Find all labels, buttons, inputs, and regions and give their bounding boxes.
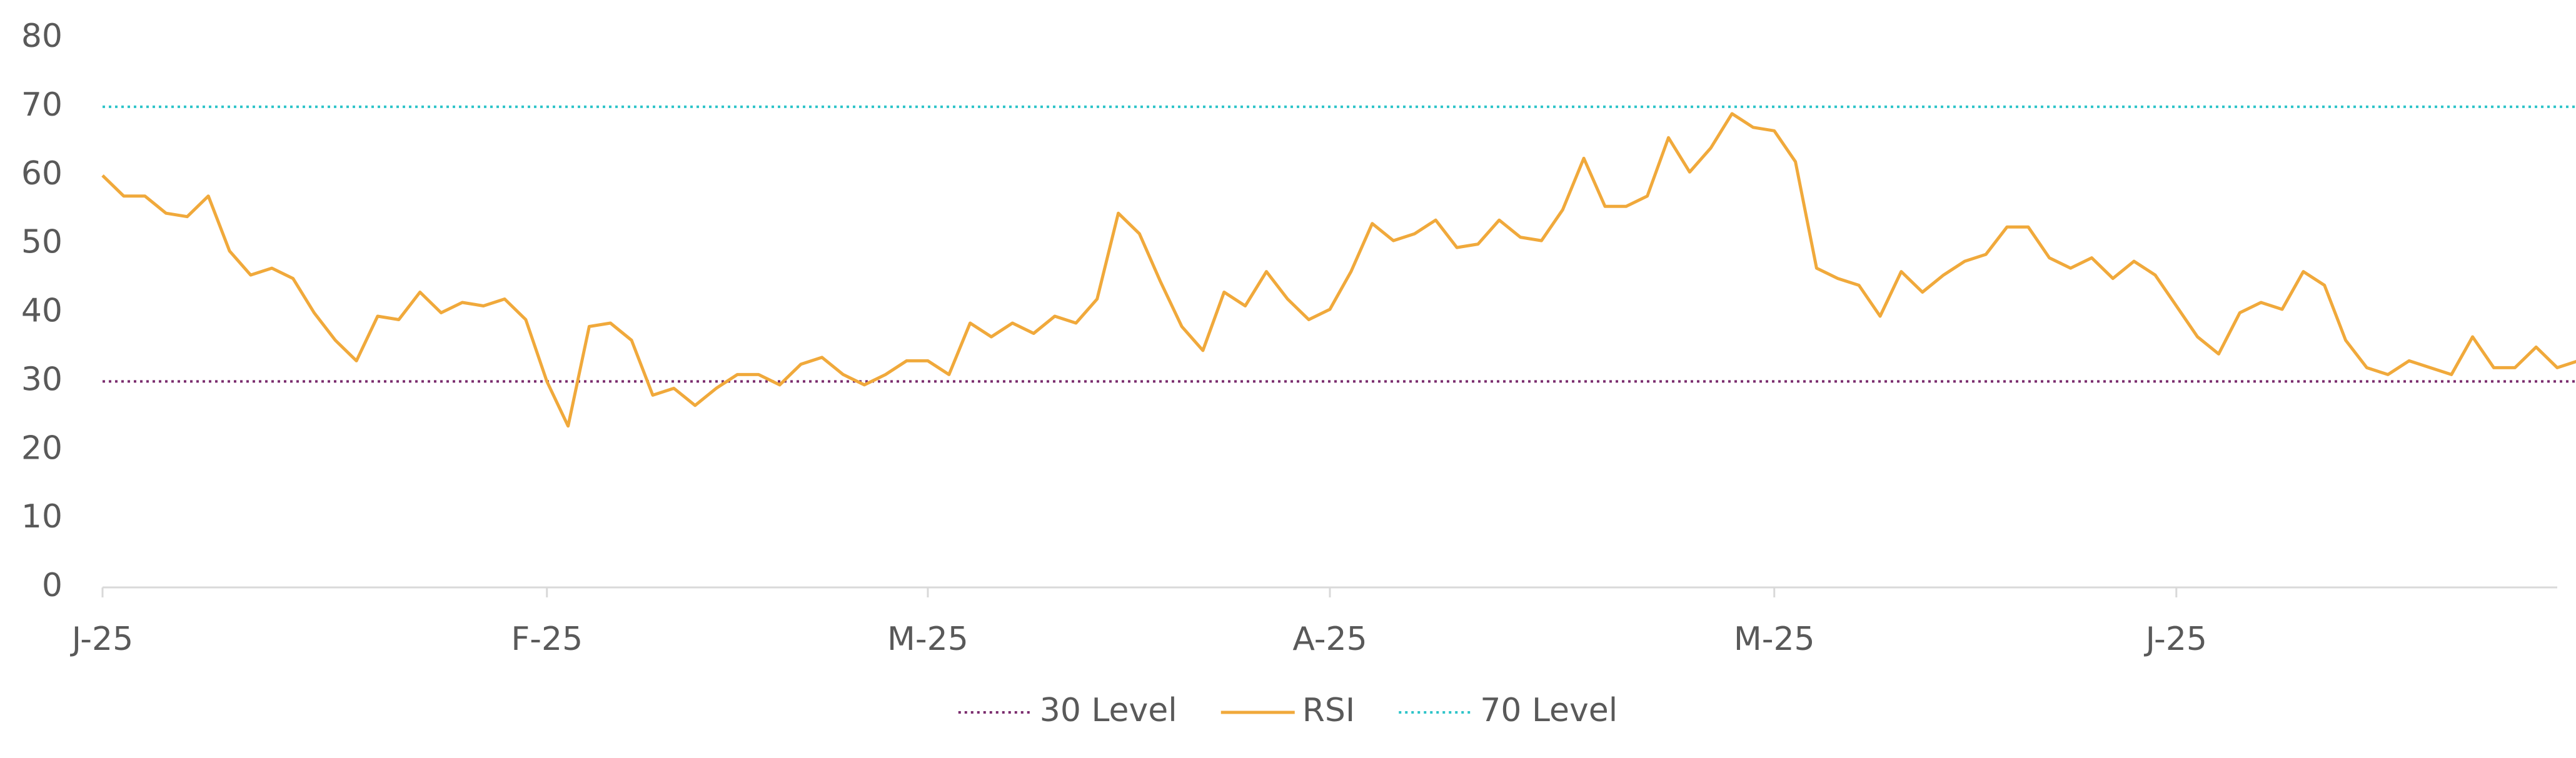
- legend-label: 70 Level: [1480, 692, 1618, 729]
- legend-label: RSI: [1302, 692, 1355, 729]
- y-tick-label: 20: [21, 429, 63, 467]
- x-tick-label: F-25: [511, 621, 583, 658]
- x-tick-label: M-25: [1734, 621, 1815, 658]
- y-tick-label: 10: [21, 498, 63, 536]
- y-tick-label: 70: [21, 86, 63, 124]
- y-tick-label: 40: [21, 292, 63, 330]
- legend: 30 Level RSI 70 Level: [958, 692, 1618, 729]
- series-line: [101, 112, 2576, 428]
- y-tick-label: 80: [21, 17, 63, 55]
- y-tick-label: 0: [42, 567, 63, 604]
- legend-label: 30 Level: [1040, 692, 1177, 729]
- x-tick-label: J-25: [2144, 621, 2207, 658]
- x-tick-label: J-25: [70, 621, 133, 658]
- y-tick-label: 60: [21, 155, 63, 192]
- y-tick-label: 50: [21, 224, 63, 261]
- x-tick-label: A-25: [1292, 621, 1367, 658]
- y-tick-label: 30: [21, 361, 63, 398]
- x-tick-label: M-25: [887, 621, 969, 658]
